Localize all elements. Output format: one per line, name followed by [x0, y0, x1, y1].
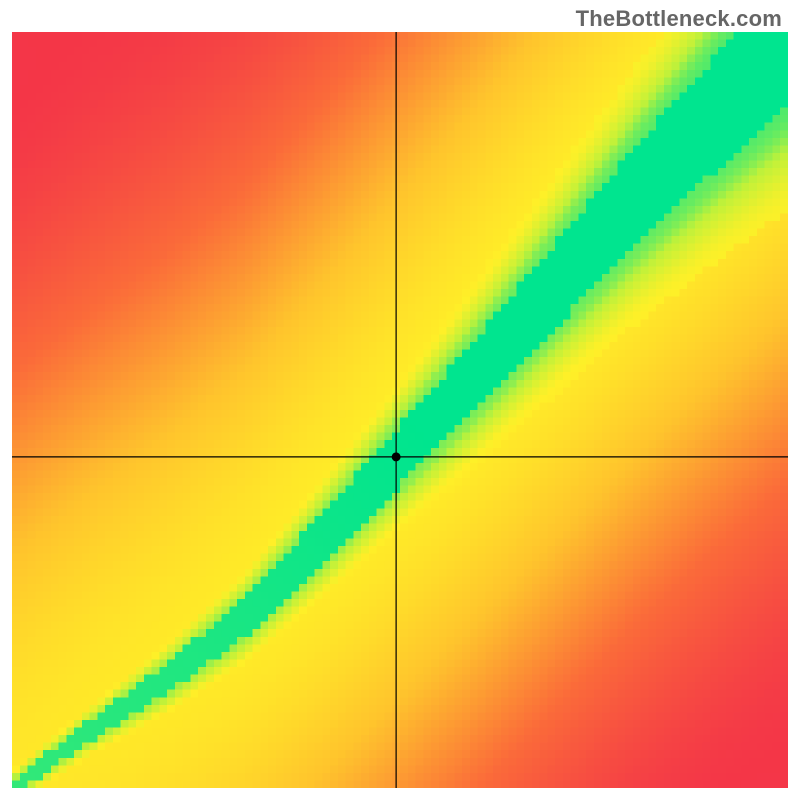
watermark-text: TheBottleneck.com	[576, 6, 782, 32]
bottleneck-heatmap	[12, 32, 788, 788]
